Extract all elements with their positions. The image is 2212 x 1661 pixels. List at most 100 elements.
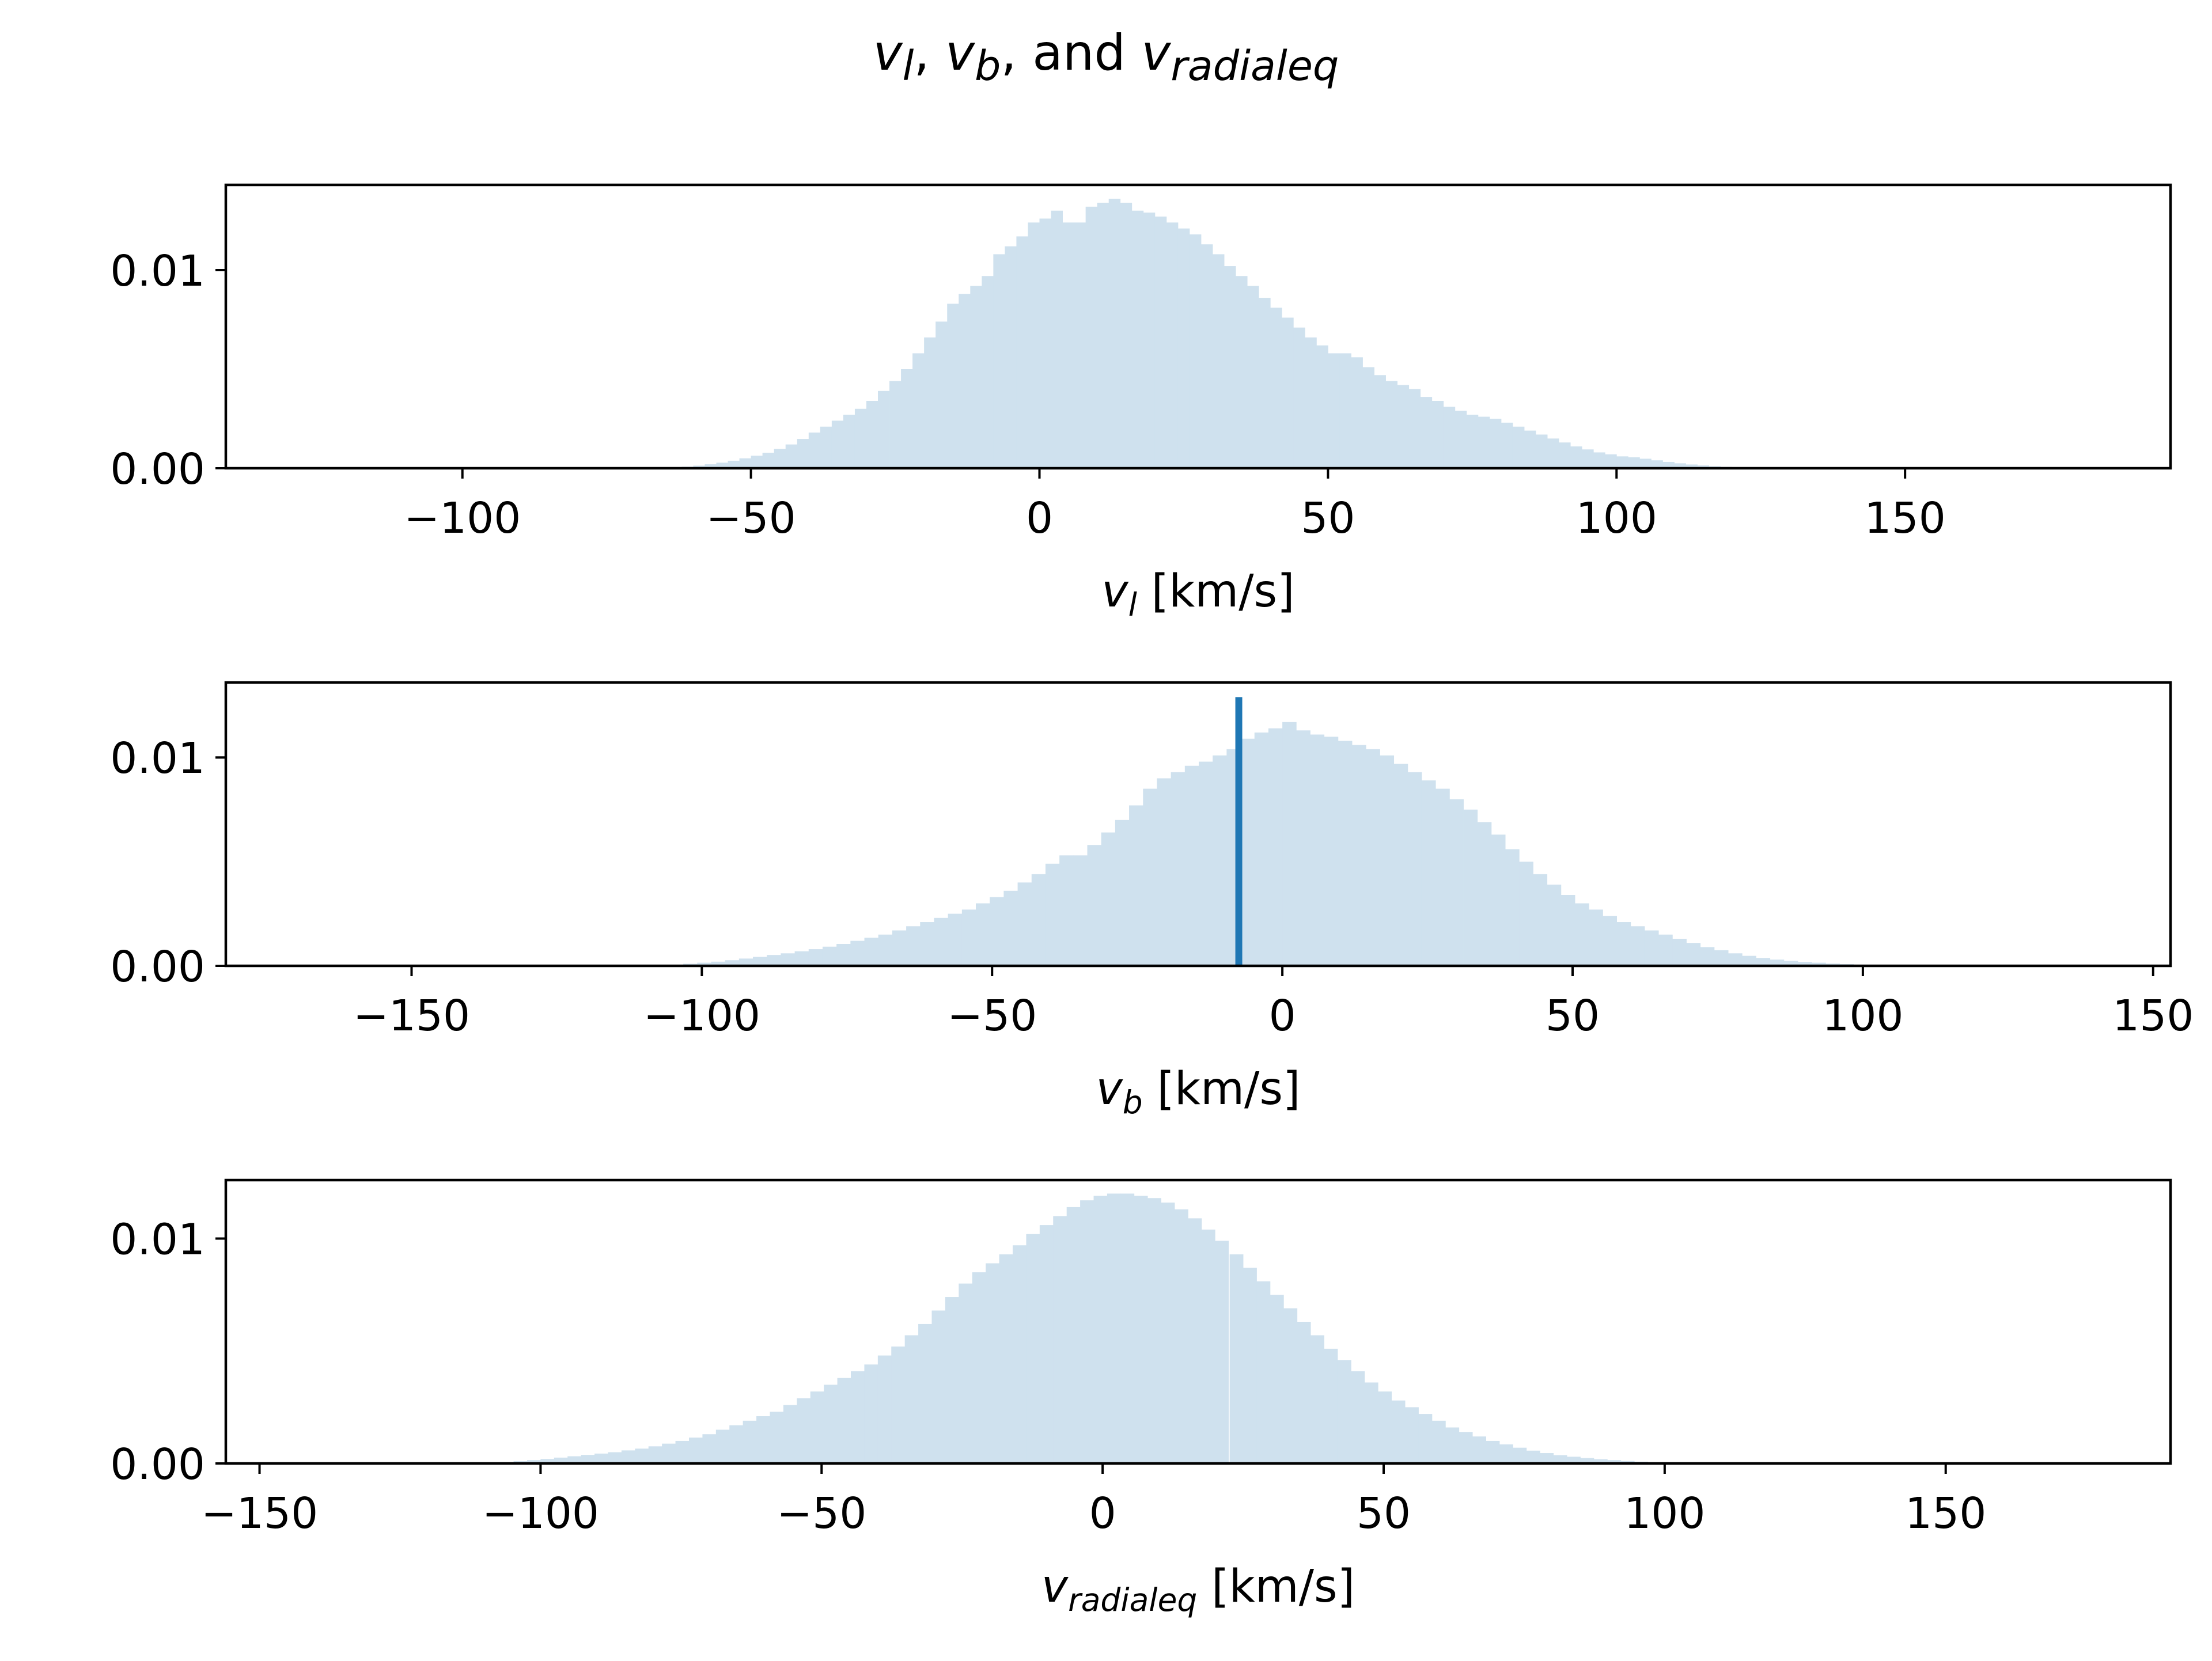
histogram-bar bbox=[781, 953, 795, 966]
x-axis-label: vb [km/s] bbox=[1096, 1063, 1301, 1121]
histogram-bar bbox=[1513, 427, 1524, 468]
histogram-bar bbox=[1088, 845, 1102, 966]
histogram-bar bbox=[850, 941, 865, 966]
histogram-bar bbox=[1201, 244, 1213, 468]
histogram-bar bbox=[1617, 922, 1631, 966]
histogram-bar bbox=[1063, 222, 1074, 468]
histogram-bar bbox=[976, 903, 990, 966]
histogram-bar bbox=[1120, 203, 1132, 468]
histogram-bar bbox=[1013, 1245, 1027, 1463]
histogram-bar bbox=[1351, 1371, 1365, 1463]
histogram-bar bbox=[1324, 1349, 1338, 1463]
histogram-bar bbox=[1097, 203, 1109, 468]
histogram-bar bbox=[1316, 346, 1328, 468]
histogram-bar bbox=[662, 1444, 676, 1463]
histogram-bar bbox=[1672, 939, 1687, 966]
histogram-bar bbox=[920, 922, 934, 966]
x-tick-label: 100 bbox=[1822, 991, 1903, 1041]
y-tick-label: 0.00 bbox=[110, 1440, 205, 1489]
histogram-bar bbox=[1143, 789, 1157, 966]
x-tick-label: 150 bbox=[2112, 991, 2194, 1041]
histogram-bar bbox=[1051, 211, 1063, 468]
histogram-bar bbox=[1527, 1451, 1540, 1463]
histogram-bar bbox=[1351, 357, 1362, 468]
histogram-bar bbox=[1215, 1241, 1229, 1463]
histogram-bar bbox=[1366, 749, 1380, 966]
histogram-bar bbox=[836, 944, 851, 966]
histogram-bar bbox=[1490, 419, 1501, 468]
histogram-bar bbox=[774, 449, 786, 468]
x-axis-label: vl [km/s] bbox=[1101, 566, 1294, 623]
histogram-bar bbox=[729, 1425, 743, 1463]
histogram-bar bbox=[901, 369, 912, 468]
histogram-bar bbox=[1533, 874, 1547, 966]
histogram-bar bbox=[795, 951, 809, 966]
histogram-bar bbox=[1129, 805, 1143, 966]
histogram-bar bbox=[1003, 891, 1018, 966]
histogram-bar bbox=[1628, 457, 1639, 468]
histogram-bar bbox=[1190, 234, 1201, 468]
histogram-bar bbox=[824, 1385, 838, 1463]
histogram-bar bbox=[1603, 916, 1617, 966]
histogram-bar bbox=[1459, 1432, 1473, 1463]
histogram-bar bbox=[1519, 862, 1533, 966]
histogram-bar bbox=[753, 957, 767, 966]
histogram-bar bbox=[786, 445, 797, 468]
histogram-bar bbox=[1213, 254, 1224, 468]
x-tick-label: −50 bbox=[706, 494, 796, 543]
histogram-bar bbox=[1432, 401, 1444, 468]
histogram-bar bbox=[1444, 407, 1455, 468]
histogram-bar bbox=[797, 439, 809, 468]
histogram-bar bbox=[855, 409, 866, 468]
histogram-bar bbox=[959, 294, 970, 468]
x-tick-label: −100 bbox=[404, 494, 521, 543]
histogram-bar bbox=[918, 1324, 932, 1463]
histogram-bar bbox=[1109, 199, 1120, 468]
histogram-bar bbox=[756, 1416, 770, 1463]
histogram-bar bbox=[1540, 1453, 1554, 1463]
histogram-bar bbox=[1115, 820, 1130, 966]
histogram-bar bbox=[891, 1347, 905, 1463]
histogram-bar bbox=[1687, 943, 1701, 966]
x-tick-label: 100 bbox=[1624, 1489, 1705, 1538]
y-tick-label: 0.01 bbox=[110, 1215, 205, 1265]
histogram-bar bbox=[1547, 438, 1559, 468]
histogram-bar bbox=[1310, 734, 1325, 966]
histogram-bar bbox=[1616, 456, 1628, 468]
histogram-bar bbox=[912, 353, 924, 468]
histogram-bar bbox=[962, 909, 976, 966]
histogram-bar bbox=[1499, 1444, 1513, 1463]
histogram-bar bbox=[838, 1378, 851, 1463]
histogram-bar bbox=[1293, 328, 1305, 468]
histogram-bar bbox=[1605, 454, 1616, 468]
histogram-bar bbox=[1241, 739, 1255, 966]
histogram-bar bbox=[878, 935, 893, 966]
histogram-bar bbox=[1639, 458, 1651, 468]
histogram-bar bbox=[676, 1441, 690, 1463]
histogram-bar bbox=[809, 949, 823, 966]
histogram-bar bbox=[1464, 810, 1478, 966]
histogram-bar bbox=[905, 1335, 919, 1463]
histogram-bar bbox=[947, 304, 959, 468]
histogram-bar bbox=[594, 1454, 608, 1463]
histogram-bar bbox=[1524, 431, 1536, 468]
x-tick-label: 0 bbox=[1089, 1489, 1116, 1538]
histogram-bar bbox=[924, 337, 935, 468]
histogram-bar bbox=[1018, 882, 1032, 966]
histogram-bar bbox=[1409, 389, 1421, 468]
histogram-bar bbox=[1224, 266, 1236, 468]
x-tick-label: 50 bbox=[1301, 494, 1355, 543]
histogram-bar bbox=[1386, 381, 1397, 468]
histogram-bar bbox=[702, 1434, 716, 1463]
histogram-bar bbox=[1352, 745, 1366, 966]
histogram-bar bbox=[972, 1272, 986, 1463]
histogram-bar bbox=[999, 1254, 1013, 1463]
histogram-bar bbox=[1166, 222, 1178, 468]
histogram-bar bbox=[751, 456, 763, 468]
histogram-bar bbox=[1486, 1441, 1500, 1463]
histogram-bar bbox=[1213, 756, 1227, 966]
histogram-bar bbox=[945, 1297, 959, 1463]
histogram-bar bbox=[1230, 1254, 1244, 1463]
histogram-bar bbox=[1449, 799, 1464, 966]
